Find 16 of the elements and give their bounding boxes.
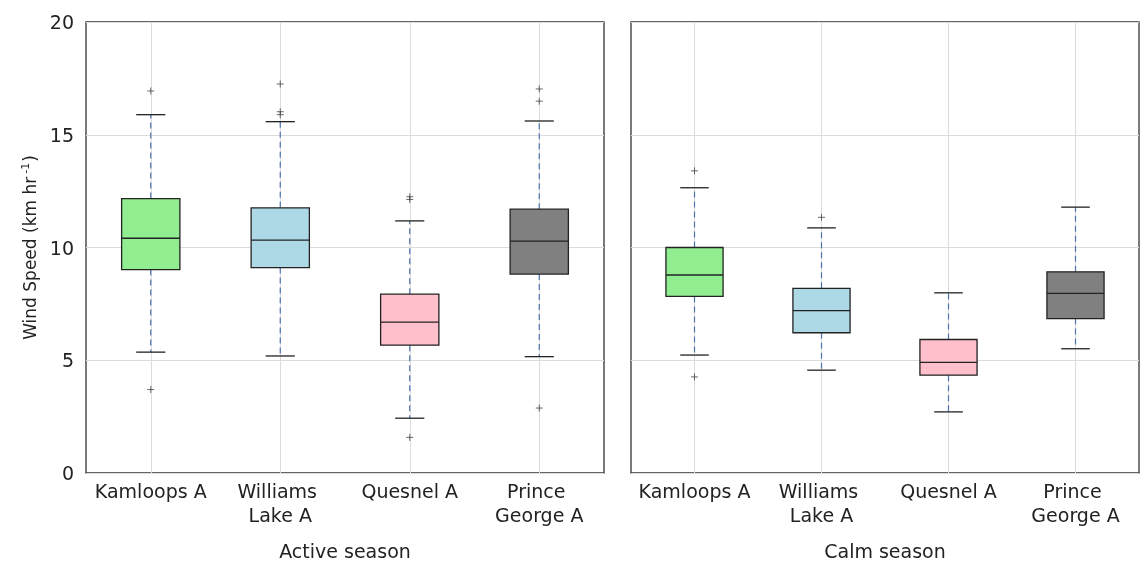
y-tick-label: 10 bbox=[49, 236, 74, 259]
y-tick-label: 0 bbox=[61, 462, 74, 484]
x-tick-label: Quesnel A bbox=[900, 480, 997, 502]
x-tick-label: Kamloops A bbox=[94, 480, 207, 502]
y-tick-label: 20 bbox=[49, 11, 74, 33]
x-tick-label: Kamloops A bbox=[638, 480, 751, 502]
x-tick-label: Williams Lake A bbox=[778, 480, 865, 526]
x-tick-label: Williams Lake A bbox=[237, 480, 324, 526]
x-tick-label: Quesnel A bbox=[361, 480, 459, 502]
y-tick-label: 15 bbox=[49, 123, 74, 146]
x-tick-label: Prince George A bbox=[1031, 480, 1120, 526]
y-tick-label: 5 bbox=[61, 349, 74, 372]
x-axis-title: Active season bbox=[279, 539, 411, 562]
y-axis-title: Wind Speed (km hr-1) bbox=[18, 155, 41, 340]
x-axis-title: Calm season bbox=[824, 539, 946, 562]
x-tick-label: Prince George A bbox=[495, 480, 584, 526]
